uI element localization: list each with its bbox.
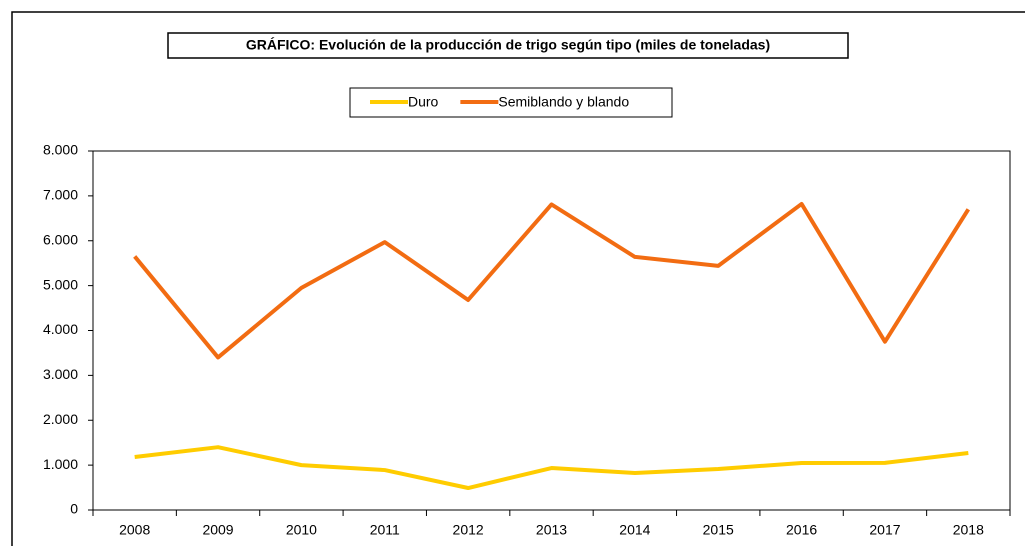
- y-tick-label: 3.000: [43, 366, 78, 382]
- title-box: [167, 32, 849, 59]
- y-tick-label: 1.000: [43, 456, 78, 472]
- x-tick-label: 2010: [286, 522, 317, 538]
- x-tick-label: 2016: [786, 522, 817, 538]
- chart-title: GRÁFICO: Evolución de la producción de t…: [246, 37, 770, 53]
- series-line: [133, 201, 971, 360]
- y-tick-label: 7.000: [43, 187, 78, 203]
- x-tick-label: 2009: [202, 522, 233, 538]
- x-tick-label: 2017: [869, 522, 900, 538]
- x-tick-label: 2012: [453, 522, 484, 538]
- x-tick-label: 2013: [536, 522, 567, 538]
- y-tick-label: 2.000: [43, 411, 78, 427]
- x-tick-label: 2008: [119, 522, 150, 538]
- x-tick-label: 2015: [703, 522, 734, 538]
- series-line: [134, 445, 969, 491]
- y-tick-label: 8.000: [43, 142, 78, 158]
- x-tick-label: 2014: [619, 522, 650, 538]
- legend-label: Duro: [408, 94, 439, 110]
- legend-label: Semiblando y blando: [498, 94, 629, 110]
- y-tick-label: 6.000: [43, 231, 78, 247]
- y-tick-label: 0: [70, 501, 78, 517]
- y-tick-label: 4.000: [43, 321, 78, 337]
- y-tick-label: 5.000: [43, 276, 78, 292]
- x-tick-label: 2018: [953, 522, 984, 538]
- x-tick-label: 2011: [370, 522, 400, 538]
